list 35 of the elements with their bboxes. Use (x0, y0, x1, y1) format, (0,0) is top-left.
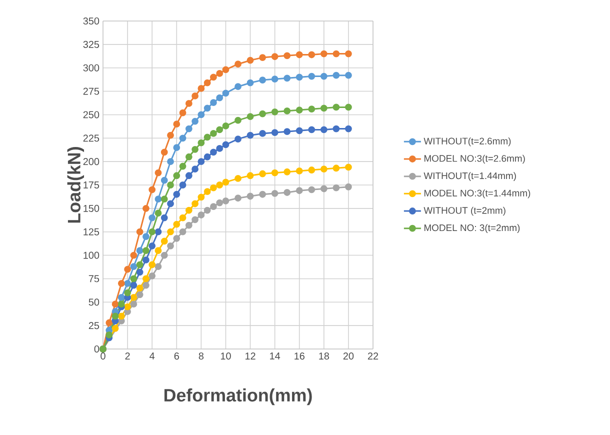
y-tick-label: 0 (94, 345, 100, 353)
y-tick-label: 125 (84, 228, 100, 236)
x-tick-label: 10 (220, 352, 231, 360)
y-tick-label: 225 (83, 134, 100, 142)
x-tick-label: 20 (343, 352, 354, 360)
y-tick-label: 175 (84, 182, 100, 188)
x-tick-label: 8 (198, 352, 204, 360)
x-tick-label: 14 (270, 352, 280, 360)
y-tick-label: 325 (83, 40, 100, 48)
y-tick-label: 250 (83, 111, 100, 118)
y-tick-label: 200 (83, 158, 100, 166)
x-tick-label: 12 (246, 352, 256, 360)
y-tick-label: 350 (83, 17, 100, 25)
legend-label: WITHOUT(t=2.6mm) (424, 137, 511, 146)
y-tick-label: 100 (84, 252, 100, 259)
y-tick-label: 275 (83, 88, 100, 95)
x-axis-title: Deformation(mm) (164, 388, 312, 406)
x-tick-label: 16 (294, 352, 304, 360)
legend-label: WITHOUT(t=1.44mm) (424, 172, 516, 181)
x-tick-label: 2 (125, 352, 130, 360)
legend-label: WITHOUT (t=2mm) (424, 206, 506, 216)
y-axis-title: Load(kN) (67, 147, 84, 223)
legend-label: MODEL NO:3(t=1.44mm) (424, 189, 530, 198)
legend-label: MODEL NO:3(t=2.6mm) (424, 154, 525, 164)
x-tick-label: 22 (368, 352, 378, 360)
x-tick-label: 0 (100, 352, 106, 360)
legend-label: MODEL NO: 3(t=2mm) (424, 224, 520, 233)
y-tick-label: 50 (88, 298, 100, 306)
y-tick-label: 300 (83, 64, 100, 72)
x-tick-label: 6 (174, 352, 179, 360)
x-tick-label: 18 (319, 352, 330, 360)
y-tick-label: 25 (88, 322, 100, 330)
x-tick-label: 4 (150, 352, 155, 360)
y-tick-label: 75 (88, 275, 100, 282)
y-tick-label: 150 (84, 204, 100, 212)
